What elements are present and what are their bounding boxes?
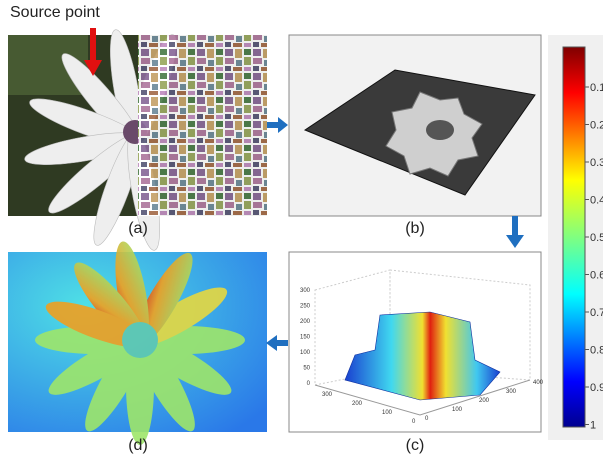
source-label: Source point	[10, 4, 100, 21]
panel-d-image	[8, 239, 267, 445]
z-tick-label: 50	[303, 366, 310, 372]
colorbar-tick-label: 0.4	[590, 195, 603, 207]
axis-tick-label: 100	[452, 407, 463, 413]
colorbar-tick-label: 0.8	[590, 345, 603, 357]
panel-c-plot	[289, 252, 541, 432]
z-tick-label: 200	[300, 319, 311, 325]
axis-tick-label: 200	[352, 401, 363, 407]
panel-b-plot	[289, 35, 541, 216]
axis-tick-label: 300	[322, 392, 333, 398]
z-tick-label: 300	[300, 288, 311, 294]
z-tick-label: 100	[300, 350, 311, 356]
panel-a-image	[8, 28, 267, 253]
figure: Source point	[0, 0, 603, 464]
panel-label: (a)	[128, 220, 148, 237]
colorbar-tick-label: 1	[590, 420, 596, 432]
colorbar-tick-label: 0.5	[590, 232, 603, 244]
colorbar-tick-label: 0.6	[590, 270, 603, 282]
panel-label: (b)	[405, 220, 425, 237]
z-tick-label: 150	[300, 335, 311, 341]
axis-tick-label: 200	[479, 398, 490, 404]
colorbar-tick-label: 0.2	[590, 120, 603, 132]
colorbar-tick-label: 0.3	[590, 157, 603, 169]
colorbar-tick-label: 0.9	[590, 382, 603, 394]
colorbar	[563, 47, 585, 427]
axis-tick-label: 100	[382, 410, 393, 416]
panel-label: (c)	[406, 437, 425, 454]
colorbar-tick-label: 0.1	[590, 82, 603, 94]
axis-tick-label: 400	[533, 380, 544, 386]
z-tick-label: 250	[300, 304, 311, 310]
panel-label: (d)	[128, 437, 148, 454]
colorbar-tick-label: 0.7	[590, 307, 603, 319]
axis-tick-label: 300	[506, 389, 517, 395]
